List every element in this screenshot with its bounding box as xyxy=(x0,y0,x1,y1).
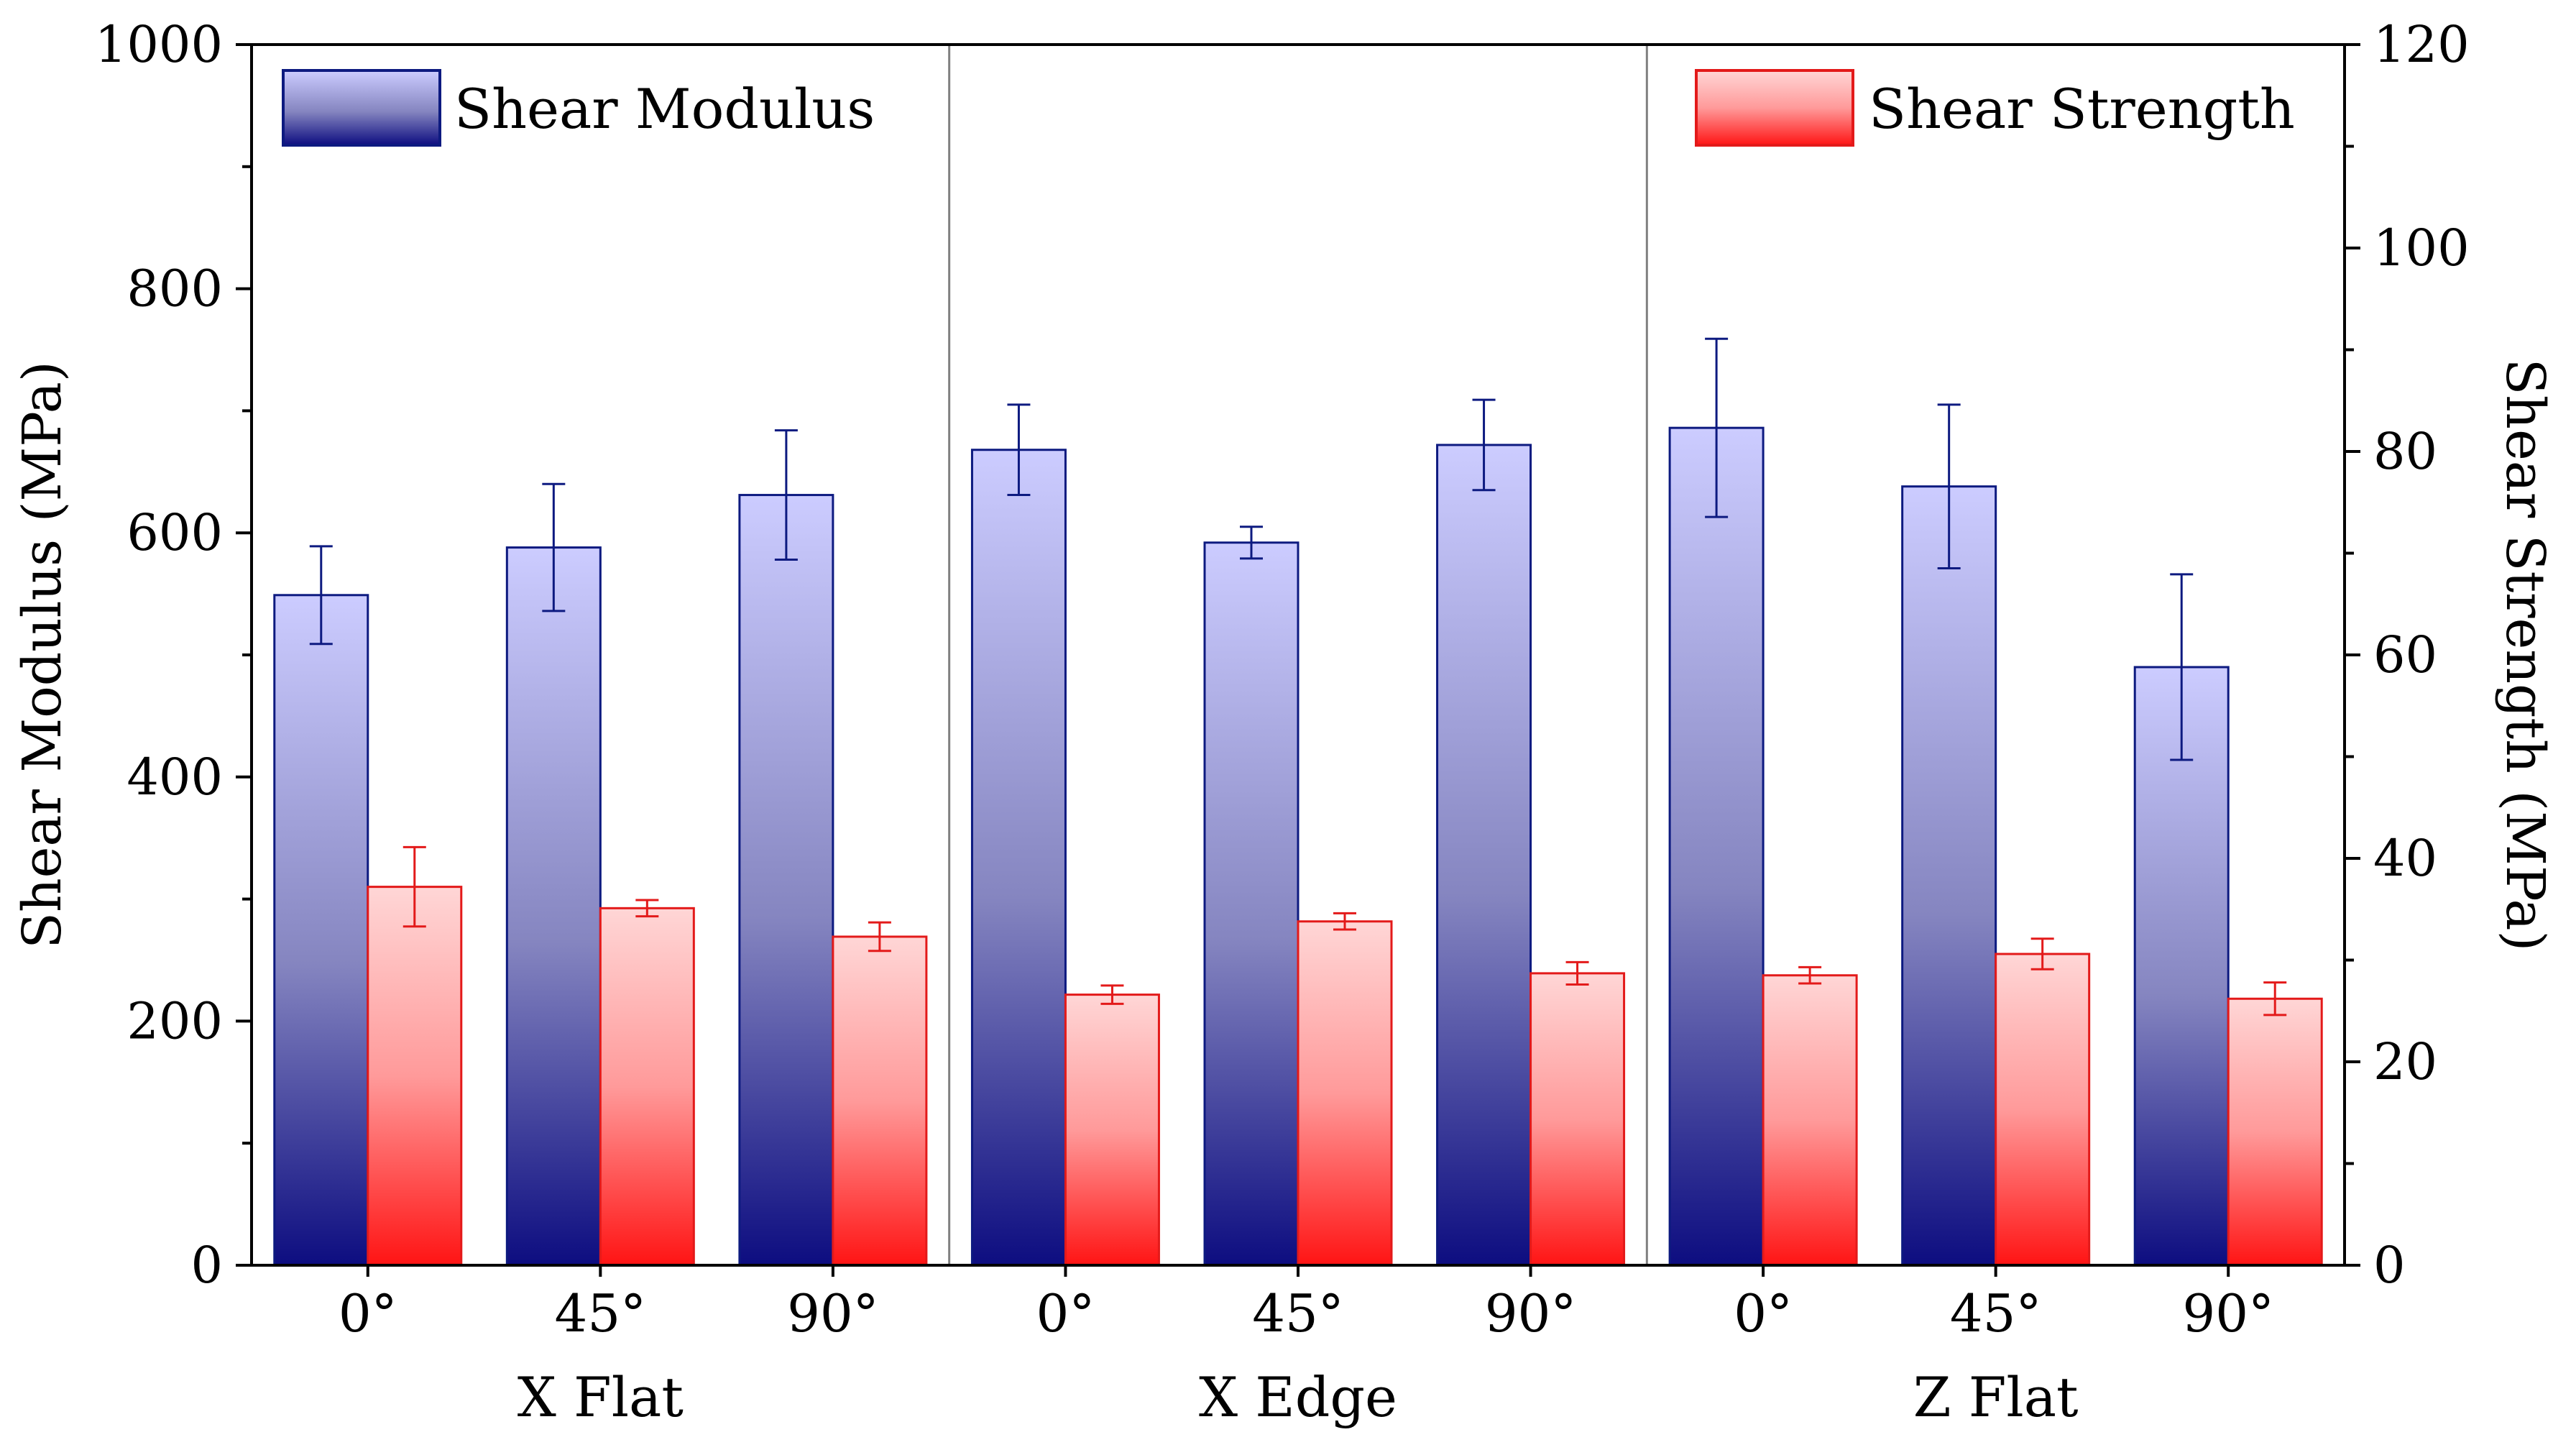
strength-bar xyxy=(2227,997,2323,1267)
x-category-label: 45° xyxy=(1252,1283,1344,1344)
right-tick-label: 20 xyxy=(2373,1032,2437,1091)
strength-bar xyxy=(1762,974,1858,1267)
modulus-bar xyxy=(1901,485,1997,1267)
modulus-error-bar xyxy=(1472,398,1496,492)
left-tick-label: 600 xyxy=(126,503,223,562)
legend-modulus[interactable]: Shear Modulus xyxy=(282,69,875,147)
bars xyxy=(273,426,2323,1267)
strength-error-bar xyxy=(1100,984,1124,1005)
modulus-bar xyxy=(1668,426,1765,1267)
legend-label-strength: Shear Strength xyxy=(1869,77,2295,141)
right-tick-label: 80 xyxy=(2373,422,2437,481)
strength-error-bar xyxy=(1798,965,1822,985)
left-tick-label: 800 xyxy=(126,260,223,318)
modulus-bar xyxy=(1436,444,1532,1267)
modulus-error-bar xyxy=(1705,337,1729,518)
strength-bar xyxy=(367,886,463,1267)
x-category-label: 45° xyxy=(555,1283,647,1344)
x-group-label: X Edge xyxy=(1199,1365,1397,1429)
modulus-error-bar xyxy=(542,482,566,612)
left-axis-title: Shear Modulus (MPa) xyxy=(12,361,73,948)
right-axis-title: Shear Strength (MPa) xyxy=(2494,359,2556,952)
modulus-bar xyxy=(970,449,1067,1267)
modulus-bar xyxy=(2133,666,2230,1267)
legend-swatch-strength xyxy=(1695,69,1854,147)
x-axis: 0° 45° 90° 0° 45° 90° 0° 45° 90° X Flat X Edge Z Fl… xyxy=(339,1265,2274,1429)
legend-swatch-modulus xyxy=(282,69,441,147)
right-y-axis: 0 20 40 60 80 100 120 xyxy=(2345,15,2470,1295)
strength-error-bar xyxy=(2263,981,2287,1017)
group-separators xyxy=(948,45,1648,1265)
legend-label-modulus: Shear Modulus xyxy=(454,77,875,141)
modulus-error-bar xyxy=(1937,403,1961,569)
x-category-label: 0° xyxy=(1036,1283,1095,1344)
modulus-error-bar xyxy=(309,545,333,646)
x-group-label: Z Flat xyxy=(1913,1365,2079,1429)
strength-error-bar xyxy=(2030,937,2054,971)
strength-error-bar xyxy=(402,845,426,928)
modulus-error-bar xyxy=(774,429,798,561)
left-tick-label: 200 xyxy=(126,991,223,1050)
modulus-bar xyxy=(1203,541,1300,1267)
left-tick-label: 1000 xyxy=(95,15,223,74)
strength-bar xyxy=(599,907,695,1267)
modulus-error-bar xyxy=(1007,403,1031,497)
strength-error-bar xyxy=(868,921,891,953)
strength-bar xyxy=(1995,953,2091,1267)
right-tick-label: 100 xyxy=(2373,219,2470,277)
strength-error-bar xyxy=(635,899,659,918)
legend-strength[interactable]: Shear Strength xyxy=(1695,69,2295,147)
strength-error-bar xyxy=(1565,960,1589,986)
right-tick-label: 60 xyxy=(2373,625,2437,684)
modulus-error-bar xyxy=(2170,573,2194,761)
error-bars xyxy=(309,337,2287,1017)
modulus-bar xyxy=(273,594,369,1267)
right-tick-label: 40 xyxy=(2373,829,2437,888)
modulus-bar xyxy=(738,494,834,1267)
strength-error-bar xyxy=(1333,912,1356,931)
strength-bar xyxy=(832,935,928,1267)
x-category-label: 45° xyxy=(1950,1283,2042,1344)
x-category-label: 0° xyxy=(1734,1283,1793,1344)
left-tick-label: 400 xyxy=(126,748,223,807)
x-category-label: 90° xyxy=(2182,1283,2274,1344)
x-group-label: X Flat xyxy=(518,1365,684,1429)
right-tick-label: 120 xyxy=(2373,15,2470,74)
strength-bar xyxy=(1530,972,1626,1267)
x-category-label: 90° xyxy=(1485,1283,1577,1344)
x-category-label: 0° xyxy=(339,1283,397,1344)
modulus-bar xyxy=(505,546,602,1267)
modulus-error-bar xyxy=(1240,526,1263,560)
left-tick-label: 0 xyxy=(190,1236,223,1295)
strength-bar xyxy=(1064,994,1160,1267)
strength-bar xyxy=(1297,920,1393,1267)
x-category-label: 90° xyxy=(787,1283,879,1344)
right-tick-label: 0 xyxy=(2373,1236,2406,1295)
left-y-axis: 0 200 400 600 800 1000 xyxy=(95,15,252,1295)
